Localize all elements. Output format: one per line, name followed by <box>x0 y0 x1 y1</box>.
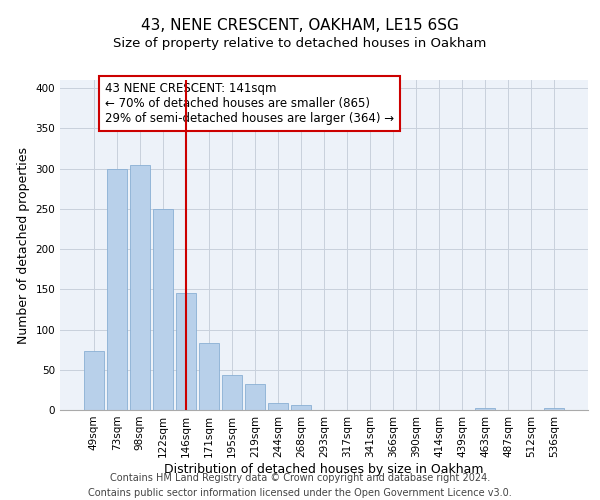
Bar <box>291 405 311 410</box>
X-axis label: Distribution of detached houses by size in Oakham: Distribution of detached houses by size … <box>164 462 484 475</box>
Text: 43, NENE CRESCENT, OAKHAM, LE15 6SG: 43, NENE CRESCENT, OAKHAM, LE15 6SG <box>141 18 459 32</box>
Bar <box>544 408 564 410</box>
Text: Size of property relative to detached houses in Oakham: Size of property relative to detached ho… <box>113 38 487 51</box>
Bar <box>84 351 104 410</box>
Bar <box>475 408 495 410</box>
Bar <box>268 403 288 410</box>
Text: Contains HM Land Registry data © Crown copyright and database right 2024.
Contai: Contains HM Land Registry data © Crown c… <box>88 472 512 498</box>
Text: 43 NENE CRESCENT: 141sqm
← 70% of detached houses are smaller (865)
29% of semi-: 43 NENE CRESCENT: 141sqm ← 70% of detach… <box>105 82 394 124</box>
Bar <box>176 294 196 410</box>
Bar <box>153 209 173 410</box>
Bar <box>130 164 149 410</box>
Bar <box>222 376 242 410</box>
Bar <box>199 343 218 410</box>
Bar <box>245 384 265 410</box>
Y-axis label: Number of detached properties: Number of detached properties <box>17 146 30 344</box>
Bar <box>107 170 127 410</box>
